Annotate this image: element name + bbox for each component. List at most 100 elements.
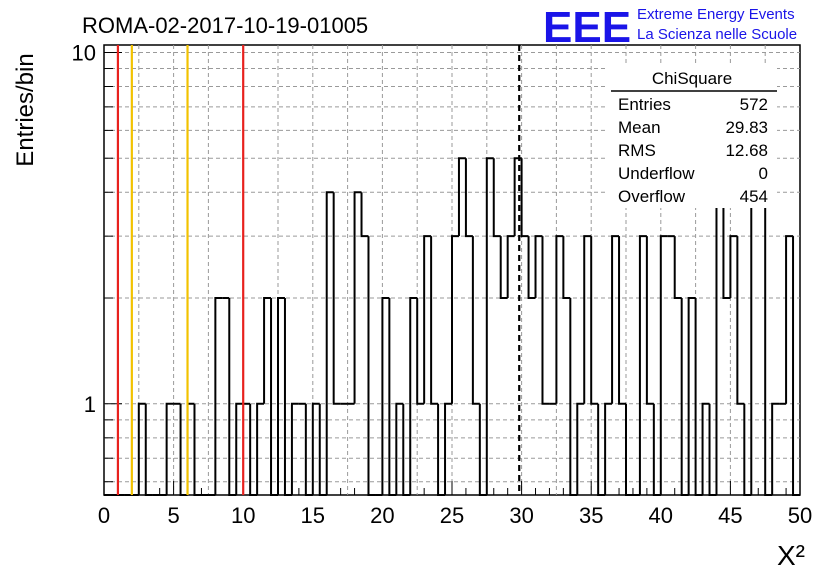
x-tick-label: 35 (579, 503, 603, 528)
histogram-bin (792, 236, 800, 496)
histogram-bin (283, 298, 292, 496)
plot-area: 0 5 10 15 20 25 30 35 40 45 50 1 10 (72, 40, 813, 528)
x-tick-label: 40 (649, 503, 673, 528)
histogram-bin (471, 236, 480, 405)
histogram-bin (311, 402, 320, 495)
x-tick-label: 30 (509, 503, 533, 528)
histogram-bin (771, 402, 780, 495)
histogram-bin (534, 235, 543, 299)
x-axis-label: X² (777, 540, 805, 571)
histogram-bin (332, 192, 341, 405)
stats-box-title: ChiSquare (652, 69, 732, 88)
histogram-bin (430, 236, 439, 405)
histogram-bin (228, 298, 237, 496)
stats-box: ChiSquare Entries 572 Mean 29.83 RMS 12.… (607, 66, 777, 208)
histogram-bin (638, 235, 647, 495)
histogram-bin (360, 192, 369, 238)
histogram-bin (687, 297, 696, 495)
y-tick-label: 1 (84, 392, 96, 417)
histogram-bin (179, 403, 188, 496)
x-tick-label: 20 (370, 503, 394, 528)
histogram-bin (645, 236, 654, 405)
histogram-bin (444, 402, 452, 495)
histogram-bin (659, 235, 668, 495)
histogram-bin (611, 235, 620, 404)
histogram-bin (541, 236, 550, 405)
histogram-bin (235, 402, 244, 495)
histogram-bin (165, 402, 174, 495)
x-tick-label: 25 (440, 503, 464, 528)
histogram-bin (290, 402, 299, 495)
histogram-bin (304, 403, 313, 496)
histogram-bin (583, 235, 592, 404)
stats-underflow-value: 0 (759, 164, 768, 183)
stats-rms-value: 12.68 (725, 141, 768, 160)
y-tick-label: 10 (72, 40, 96, 65)
histogram-bin (562, 236, 571, 300)
stats-mean-value: 29.83 (725, 118, 768, 137)
histogram-bin (381, 297, 390, 495)
histogram-bin (395, 402, 404, 495)
stats-overflow-label: Overflow (618, 187, 686, 206)
histogram-bin (694, 298, 703, 496)
x-tick-label: 0 (98, 503, 110, 528)
histogram-bin (513, 157, 522, 237)
histogram-bin (743, 403, 752, 496)
histogram-bin (652, 403, 661, 496)
histogram-bin (680, 298, 689, 496)
stats-overflow-value: 454 (740, 187, 768, 206)
histogram-bin (437, 403, 446, 496)
histogram-bin (708, 403, 717, 496)
histogram-bin (618, 236, 626, 405)
histogram-bin (416, 298, 425, 405)
histogram-bin (270, 298, 278, 496)
chart-title: ROMA-02-2017-10-19-01005 (82, 13, 368, 38)
histogram-bin (263, 297, 272, 404)
stats-underflow-label: Underflow (618, 164, 695, 183)
histogram-bin (506, 235, 515, 299)
histogram-bin (318, 403, 327, 496)
histogram-bin (402, 403, 411, 496)
histogram-bin (423, 235, 432, 404)
histogram-bin (214, 297, 223, 495)
y-axis-label: Entries/bin (12, 53, 39, 166)
histogram-bin (367, 236, 376, 496)
histogram-bin (485, 157, 494, 495)
histogram-bin (325, 191, 334, 495)
histogram-bin (451, 235, 459, 404)
stats-entries-value: 572 (740, 95, 768, 114)
histogram-bin (673, 236, 682, 300)
stats-box-background (607, 66, 777, 208)
histogram-bin (785, 235, 794, 404)
histogram-bin (604, 402, 613, 495)
histogram-bin (478, 403, 487, 496)
histogram-bin (576, 402, 585, 495)
histogram-bin (464, 158, 473, 238)
histogram-bin (256, 402, 265, 495)
histogram-bin (144, 403, 153, 496)
histogram-bin (137, 402, 146, 495)
x-tick-label: 50 (788, 503, 812, 528)
x-tick-label: 10 (231, 503, 255, 528)
histogram-bin (569, 298, 578, 496)
histogram-bin (353, 191, 362, 404)
histogram-bin (555, 235, 564, 404)
histogram-bin (701, 402, 710, 495)
histogram-bin (499, 236, 508, 300)
x-tick-label: 15 (301, 503, 325, 528)
histogram-bin (249, 403, 258, 496)
eee-logo-line2: La Scienza nelle Scuole (637, 26, 797, 43)
histogram-bin (736, 236, 745, 405)
histogram-bin (750, 157, 759, 495)
histogram-bin (492, 158, 501, 238)
stats-mean-label: Mean (618, 118, 661, 137)
histogram-bin (590, 236, 599, 405)
histogram-bin (277, 297, 285, 495)
histogram-bin (597, 403, 606, 496)
histogram-bin (193, 403, 202, 496)
histogram-bin (527, 236, 536, 300)
x-tick-label: 5 (167, 503, 179, 528)
histogram-bin (409, 297, 418, 495)
stats-rms-label: RMS (618, 141, 656, 160)
